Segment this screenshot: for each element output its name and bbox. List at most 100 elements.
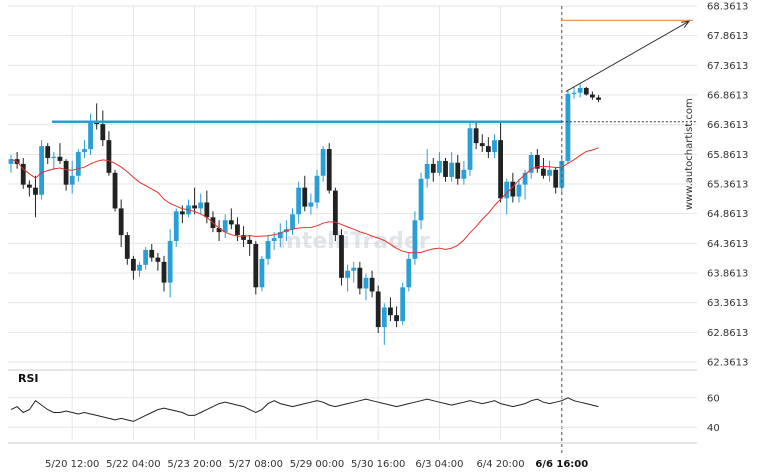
bullish-candle [412, 220, 418, 259]
y-axis-ticks: 68.3613 67.8613 67.3613 66.8613 66.3613 65.86… [707, 2, 748, 369]
bullish-candle [571, 92, 577, 94]
bearish-candle [510, 181, 516, 197]
bearish-candle [375, 291, 381, 328]
bearish-candle [161, 261, 167, 283]
bullish-candle [143, 249, 149, 265]
bullish-candle [320, 149, 326, 176]
x-tick-label: 5/20 12:00 [45, 459, 99, 470]
y-tick-label: 66.3613 [707, 120, 748, 131]
bullish-candle [271, 238, 277, 242]
bullish-candle [167, 241, 173, 283]
bullish-candle [461, 169, 467, 179]
x-tick-label: 5/27 08:00 [229, 459, 283, 470]
bearish-candle [479, 143, 485, 147]
bullish-candle [547, 169, 552, 176]
x-tick-label: 5/23 20:00 [167, 459, 221, 470]
bearish-candle [369, 277, 375, 292]
y-tick-label: 63.8613 [707, 269, 748, 280]
bearish-candle [33, 187, 38, 195]
x-tick-label: 5/29 00:00 [290, 459, 344, 470]
rsi-panel: 60 40 [8, 393, 720, 434]
bullish-candle [577, 87, 583, 93]
x-axis-ticks: 5/20 12:00 5/22 04:00 5/23 20:00 5/27 08:00… [45, 459, 588, 470]
bearish-candle [63, 160, 69, 185]
bearish-candle [179, 211, 185, 215]
bearish-candle [106, 140, 112, 173]
bullish-candle [467, 128, 473, 170]
bearish-candle [541, 168, 546, 176]
bullish-candle [75, 152, 81, 176]
bearish-candle [241, 235, 246, 240]
y-tick-label: 66.8613 [707, 91, 748, 102]
y-tick-label: 65.8613 [707, 150, 748, 161]
bullish-candle [492, 140, 497, 153]
x-tick-label: 6/4 20:00 [477, 459, 525, 470]
bullish-candle [277, 232, 283, 239]
rsi-tick-label: 60 [707, 393, 720, 404]
bullish-candle [314, 175, 320, 203]
bullish-candle [222, 220, 228, 233]
y-tick-label: 67.3613 [707, 61, 748, 72]
bearish-candle [455, 162, 461, 179]
bullish-candle [345, 270, 350, 278]
bullish-candle [522, 172, 528, 185]
bearish-candle [131, 258, 136, 271]
bearish-candle [332, 190, 338, 236]
rsi-line [10, 397, 599, 422]
bearish-candle [112, 172, 118, 209]
y-tick-label: 67.8613 [707, 31, 748, 42]
bearish-candle [302, 187, 308, 207]
y-tick-label: 65.3613 [707, 180, 748, 191]
moving-average-line [10, 147, 599, 254]
rsi-tick-label: 40 [707, 423, 720, 434]
bullish-candle [39, 146, 44, 195]
x-tick-label: 6/6 16:00 [535, 459, 588, 470]
chart-watermark: IntelliTrader [278, 229, 430, 254]
bearish-candle [388, 307, 393, 316]
y-tick-label: 64.8613 [707, 209, 748, 220]
bearish-candle [357, 267, 363, 289]
bullish-candle [173, 211, 179, 242]
bullish-candle [259, 258, 265, 288]
bearish-candle [339, 235, 344, 278]
bullish-candle [381, 307, 387, 328]
bearish-candle [498, 140, 503, 199]
bullish-candle [8, 159, 14, 164]
bearish-candle [590, 94, 595, 98]
bullish-candle [69, 175, 75, 185]
rsi-label: RSI [18, 372, 39, 385]
bearish-candle [443, 160, 448, 177]
y-tick-label: 68.3613 [707, 2, 748, 13]
bearish-candle [235, 224, 240, 236]
bearish-candle [583, 87, 589, 95]
bearish-candle [553, 169, 559, 188]
bullish-candle [418, 178, 424, 221]
x-tick-label: 5/30 16:00 [351, 459, 405, 470]
bearish-candle [118, 208, 124, 236]
bullish-candle [400, 287, 406, 322]
bearish-candle [26, 184, 32, 188]
bullish-candle [437, 160, 442, 173]
bullish-candle [516, 184, 522, 197]
bearish-candle [596, 97, 601, 100]
bullish-candle [290, 214, 295, 230]
bearish-candle [228, 220, 234, 225]
bearish-candle [216, 227, 222, 233]
bearish-candle [45, 146, 51, 158]
bullish-candle [406, 258, 412, 288]
side-watermark: www.autochartist.com [684, 98, 695, 210]
bearish-candle [326, 149, 332, 191]
x-tick-label: 5/22 04:00 [106, 459, 160, 470]
bearish-candle [253, 244, 259, 288]
bearish-candle [124, 235, 130, 259]
bearish-candle [473, 128, 479, 144]
bullish-candle [88, 121, 93, 150]
bearish-candle [247, 239, 253, 245]
bullish-candle [449, 162, 455, 177]
bullish-candle [51, 156, 57, 158]
grid-lines [8, 5, 697, 444]
bearish-candle [485, 146, 491, 153]
bearish-candle [20, 163, 26, 185]
bullish-candle [137, 264, 142, 271]
